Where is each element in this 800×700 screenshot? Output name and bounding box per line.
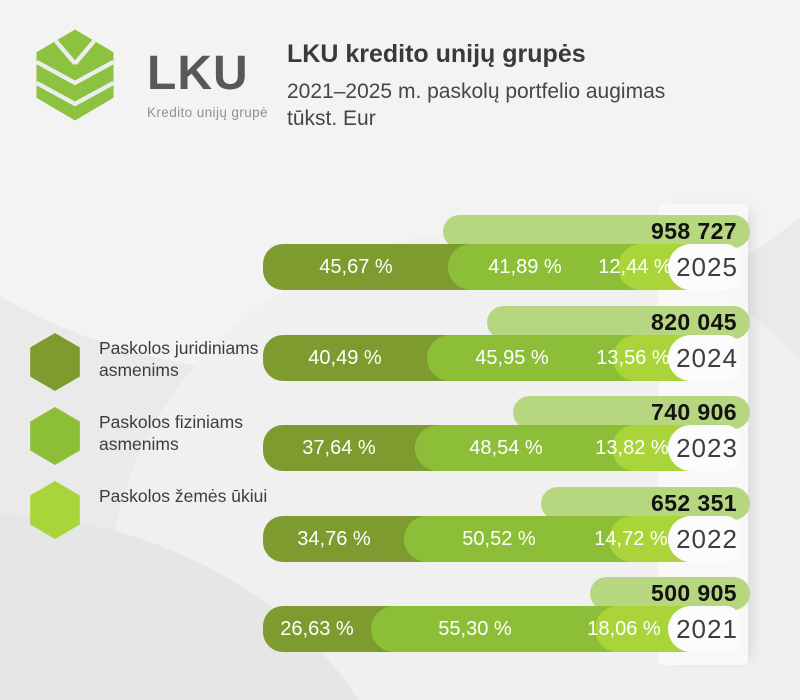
legend-item: Paskolos juridiniams asmenims: [28, 332, 274, 392]
year-label: 2023: [676, 432, 738, 463]
legend-item: Paskolos žemės ūkiui: [28, 480, 274, 540]
chart-row-2025: 958 727 45,67 % 41,89 % 12,44 % 2025: [263, 215, 750, 290]
chart-legend: Paskolos juridiniams asmenims Paskolos fi…: [28, 332, 274, 554]
segment-percent-label: 26,63 %: [280, 618, 354, 640]
chart-row-2022: 652 351 34,76 % 50,52 % 14,72 % 2022: [263, 487, 750, 562]
legend-label: Paskolos juridiniams asmenims: [99, 338, 259, 380]
segment-percent-label: 18,06 %: [587, 618, 661, 640]
logo-text: LKU Kredito unijų grupė: [147, 47, 268, 121]
year-label: 2024: [676, 342, 738, 373]
total-value: 820 045: [651, 309, 737, 335]
lku-hexagon-logo-icon: [35, 29, 115, 121]
segment-percent-label: 48,54 %: [469, 437, 543, 459]
chart-subtitle: 2021–2025 m. paskolų portfelio augimas: [287, 79, 666, 103]
chart-unit: tūkst. Eur: [287, 107, 376, 131]
year-pill: 2023: [668, 425, 740, 471]
segment-percent-label: 13,56 %: [596, 347, 670, 369]
legend-hexagon-icon: [30, 407, 80, 465]
segment-percent-label: 55,30 %: [438, 618, 512, 640]
segment-percent-label: 41,89 %: [488, 256, 562, 278]
stacked-bar: 45,67 % 41,89 % 12,44 % 2025: [263, 244, 740, 290]
year-label: 2025: [676, 251, 738, 282]
segment-percent-label: 13,82 %: [595, 437, 669, 459]
legend-label: Paskolos žemės ūkiui: [99, 486, 268, 506]
segment-percent-label: 45,95 %: [475, 347, 549, 369]
total-value: 500 905: [651, 580, 737, 606]
year-pill: 2024: [668, 335, 740, 381]
total-value: 740 906: [651, 399, 737, 425]
lku-logo: LKU Kredito unijų grupė: [33, 26, 268, 124]
segment-percent-label: 50,52 %: [462, 528, 536, 550]
stacked-bar: 34,76 % 50,52 % 14,72 % 2022: [263, 516, 740, 562]
total-value: 652 351: [651, 490, 737, 516]
logo-tagline: Kredito unijų grupė: [147, 105, 268, 120]
legend-hexagon-icon: [30, 481, 80, 539]
year-label: 2021: [676, 613, 738, 644]
legend-item: Paskolos fiziniams asmenims: [28, 406, 274, 466]
chart-row-2024: 820 045 40,49 % 45,95 % 13,56 % 2024: [263, 306, 750, 381]
chart-title: LKU kredito unijų grupės: [287, 40, 586, 68]
year-pill: 2021: [668, 606, 740, 652]
stacked-bar: 37,64 % 48,54 % 13,82 % 2023: [263, 425, 740, 471]
stacked-bar: 40,49 % 45,95 % 13,56 % 2024: [263, 335, 740, 381]
legend-hexagon-icon: [30, 333, 80, 391]
segment-percent-label: 37,64 %: [302, 437, 376, 459]
segment-percent-label: 40,49 %: [308, 347, 382, 369]
bar-chart: 958 727 45,67 % 41,89 % 12,44 % 2025 820 045 4…: [263, 215, 750, 675]
logo-wordmark: LKU: [147, 47, 249, 100]
chart-row-2021: 500 905 26,63 % 55,30 % 18,06 % 2021: [263, 577, 750, 652]
segment-percent-label: 45,67 %: [319, 256, 393, 278]
total-value: 958 727: [651, 218, 737, 244]
segment-percent-label: 14,72 %: [594, 528, 668, 550]
year-pill: 2025: [668, 244, 740, 290]
legend-label: Paskolos fiziniams asmenims: [99, 412, 243, 454]
segment-percent-label: 34,76 %: [297, 528, 371, 550]
stacked-bar: 26,63 % 55,30 % 18,06 % 2021: [263, 606, 740, 652]
year-label: 2022: [676, 523, 738, 554]
chart-header: LKU kredito unijų grupės 2021–2025 m. pa…: [287, 40, 767, 132]
year-pill: 2022: [668, 516, 740, 562]
segment-percent-label: 12,44 %: [598, 256, 672, 278]
chart-row-2023: 740 906 37,64 % 48,54 % 13,82 % 2023: [263, 396, 750, 471]
